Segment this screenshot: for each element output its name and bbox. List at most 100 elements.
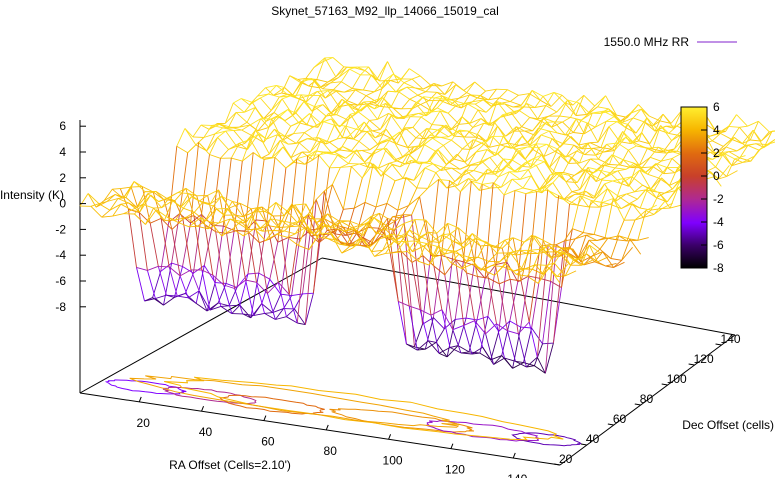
surface-segment bbox=[760, 130, 773, 142]
surface-segment bbox=[313, 57, 326, 68]
floor-right-edge bbox=[559, 334, 736, 466]
surface-segment bbox=[487, 264, 497, 317]
surface-segment bbox=[322, 88, 334, 91]
surface-segment bbox=[536, 186, 546, 193]
surface-segment bbox=[419, 187, 429, 197]
surface-segment bbox=[325, 224, 334, 229]
surface-segment bbox=[623, 178, 635, 193]
surface-segment bbox=[658, 146, 667, 154]
surface-segment bbox=[491, 136, 501, 146]
surface-segment bbox=[421, 162, 433, 165]
surface-segment bbox=[355, 128, 368, 133]
surface-segment bbox=[221, 228, 233, 237]
x-tick-mark bbox=[512, 452, 516, 459]
surface-segment bbox=[336, 125, 346, 140]
surface-segment bbox=[495, 165, 507, 175]
surface-segment bbox=[458, 227, 470, 238]
surface-segment bbox=[479, 245, 489, 279]
surface-segment bbox=[537, 267, 550, 284]
surface-segment bbox=[420, 104, 432, 112]
surface-segment bbox=[459, 164, 472, 170]
surface-segment bbox=[579, 167, 589, 190]
surface-segment bbox=[427, 340, 440, 354]
surface-segment bbox=[543, 138, 553, 157]
surface-segment bbox=[401, 229, 410, 237]
surface-segment bbox=[614, 159, 624, 169]
surface-segment bbox=[538, 143, 547, 149]
surface-segment bbox=[445, 250, 457, 255]
surface-segment bbox=[418, 111, 430, 114]
surface-segment bbox=[383, 173, 396, 182]
surface-segment bbox=[333, 124, 343, 138]
surface-segment bbox=[601, 179, 613, 182]
surface-segment bbox=[477, 276, 489, 279]
surface-segment bbox=[597, 256, 609, 263]
surface-segment bbox=[580, 195, 589, 208]
surface-segment bbox=[523, 235, 536, 243]
surface-segment bbox=[474, 81, 486, 92]
y-tick-label: 100 bbox=[667, 372, 687, 386]
surface-segment bbox=[622, 131, 634, 143]
surface-segment bbox=[190, 269, 200, 292]
surface-segment bbox=[444, 259, 457, 276]
surface-segment bbox=[241, 139, 251, 162]
surface-segment bbox=[560, 155, 569, 164]
surface-segment bbox=[443, 167, 452, 169]
surface-segment bbox=[470, 180, 480, 191]
surface-segment bbox=[218, 208, 228, 224]
surface-segment bbox=[425, 83, 435, 93]
surface-segment bbox=[488, 277, 500, 285]
surface-segment bbox=[550, 247, 563, 258]
surface-segment bbox=[560, 173, 570, 176]
surface-segment bbox=[305, 91, 318, 103]
surface-segment bbox=[396, 241, 405, 253]
surface-segment bbox=[617, 137, 626, 144]
surface-segment bbox=[600, 126, 610, 148]
surface-segment bbox=[179, 275, 189, 298]
surface-segment bbox=[485, 101, 498, 113]
surface-segment bbox=[606, 142, 618, 145]
surface-segment bbox=[640, 207, 652, 211]
surface-segment bbox=[417, 340, 429, 351]
surface-segment bbox=[200, 124, 210, 130]
surface-segment bbox=[187, 290, 200, 299]
surface-segment bbox=[577, 235, 587, 259]
surface-segment bbox=[560, 155, 572, 158]
surface-segment bbox=[652, 148, 664, 152]
surface-segment bbox=[575, 114, 587, 116]
surface-segment bbox=[438, 352, 448, 358]
surface-segment bbox=[649, 146, 659, 158]
surface-segment bbox=[182, 219, 192, 270]
surface-segment bbox=[428, 340, 437, 343]
surface-segment bbox=[492, 158, 504, 173]
surface-segment bbox=[545, 105, 558, 113]
surface-segment bbox=[176, 128, 186, 147]
surface-segment bbox=[342, 166, 352, 210]
surface-segment bbox=[517, 333, 527, 368]
surface-segment bbox=[484, 182, 494, 279]
surface-segment bbox=[563, 228, 573, 242]
surface-segment bbox=[441, 81, 454, 87]
surface-segment bbox=[720, 126, 729, 134]
surface-segment bbox=[392, 73, 405, 84]
surface-segment bbox=[238, 124, 250, 128]
surface-segment bbox=[440, 161, 450, 171]
surface-segment bbox=[203, 125, 213, 138]
surface-segment bbox=[669, 187, 679, 209]
surface-segment bbox=[155, 191, 168, 199]
surface-segment bbox=[453, 240, 465, 248]
surface-segment bbox=[469, 257, 482, 271]
surface-segment bbox=[574, 232, 584, 240]
surface-segment bbox=[490, 97, 500, 107]
surface-segment bbox=[640, 108, 650, 117]
surface-segment bbox=[435, 145, 444, 152]
surface-segment bbox=[185, 211, 195, 218]
surface-segment bbox=[280, 231, 290, 295]
surface-segment bbox=[462, 181, 472, 262]
surface-segment bbox=[428, 231, 437, 234]
y-tick-mark bbox=[715, 343, 722, 346]
surface-segment bbox=[90, 203, 100, 207]
surface-segment bbox=[534, 117, 544, 136]
surface-segment bbox=[415, 144, 425, 163]
surface-segment bbox=[372, 148, 384, 155]
